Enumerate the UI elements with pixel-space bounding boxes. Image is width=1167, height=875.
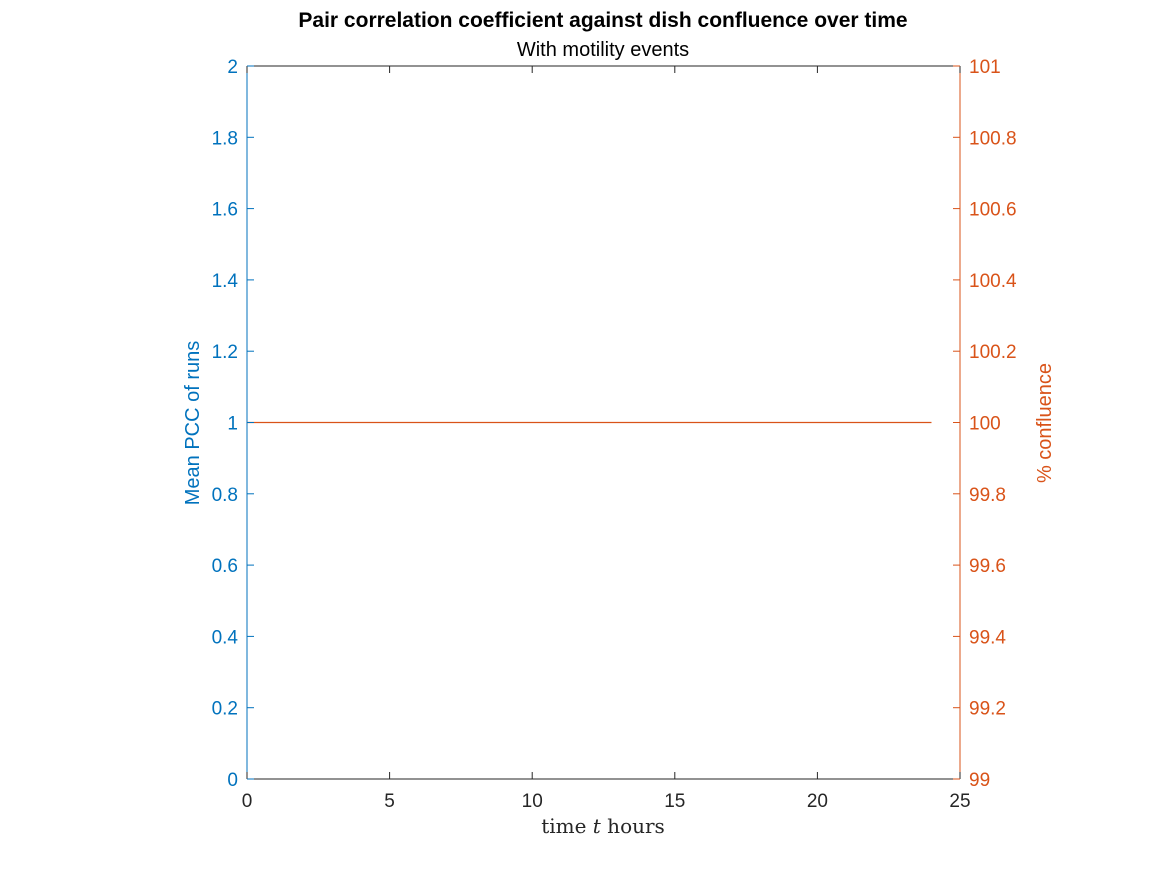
y-tick-label-right: 99.6 — [969, 556, 1006, 577]
x-axis-label: time t hours — [541, 814, 665, 838]
y-tick-label-right: 99.2 — [969, 699, 1006, 720]
y-tick-label-right: 100.8 — [969, 128, 1017, 149]
y-tick-label-left: 1.2 — [212, 342, 238, 363]
ticks-layer: 0 5 10 15 20 25 0 0.2 0.4 0.6 0.8 1 1.2 1.4 1.6 1.8 2 99 9… — [212, 57, 1017, 812]
y-tick-label-left: 0.6 — [212, 556, 238, 577]
y-tick-label-left: 1 — [227, 414, 238, 435]
y-tick-label-left: 1.8 — [212, 128, 238, 149]
y-axis-label-right: % confluence — [1034, 363, 1056, 483]
y-tick-label-left: 1.6 — [212, 200, 238, 221]
y-tick-label-left: 0.8 — [212, 485, 238, 506]
y-tick-label-right: 99 — [969, 770, 990, 791]
x-tick-label: 10 — [522, 791, 543, 812]
x-axis-label-variable: t — [593, 814, 602, 838]
y-tick-label-left: 2 — [227, 57, 238, 78]
y-tick-label-right: 99.8 — [969, 485, 1006, 506]
x-tick-label: 0 — [242, 791, 253, 812]
y-tick-label-right: 100.2 — [969, 342, 1017, 363]
y-tick-label-right: 100.4 — [969, 271, 1017, 292]
x-tick-label: 5 — [384, 791, 395, 812]
y-tick-label-right: 99.4 — [969, 627, 1006, 648]
x-tick-label: 25 — [949, 791, 970, 812]
x-axis-label-suffix: hours — [601, 814, 665, 838]
x-axis-label-prefix: time — [541, 814, 593, 838]
x-tick-label: 20 — [807, 791, 828, 812]
y-tick-label-right: 100 — [969, 414, 1001, 435]
x-tick-label: 15 — [664, 791, 685, 812]
y-tick-label-left: 0.4 — [212, 627, 239, 648]
chart-title: Pair correlation coefficient against dis… — [298, 9, 907, 32]
y-tick-label-left: 1.4 — [212, 271, 239, 292]
y-tick-label-left: 0 — [227, 770, 238, 791]
chart-subtitle: With motility events — [517, 39, 689, 61]
y-tick-label-right: 101 — [969, 57, 1001, 78]
y-tick-label-left: 0.2 — [212, 699, 238, 720]
y-tick-label-right: 100.6 — [969, 200, 1017, 221]
y-axis-label-left: Mean PCC of runs — [182, 341, 204, 506]
